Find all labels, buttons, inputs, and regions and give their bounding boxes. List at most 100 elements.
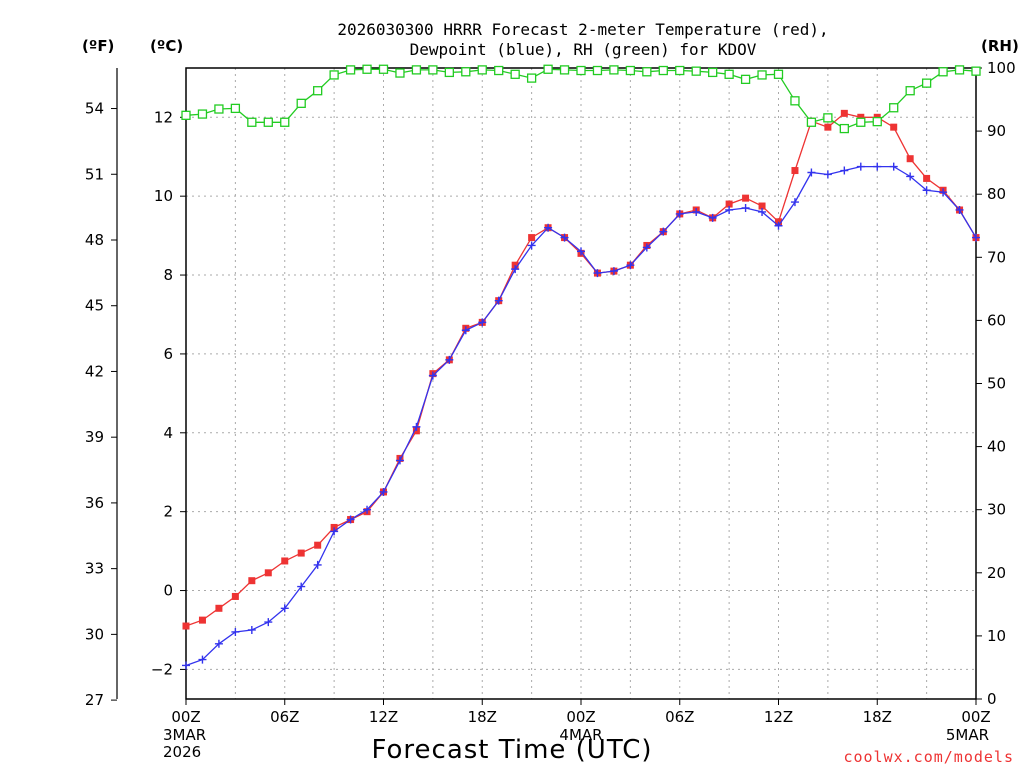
- dewpoint-point: [560, 233, 569, 242]
- rh-point: [543, 64, 553, 74]
- temperature-point: [281, 557, 289, 565]
- rh-point: [559, 65, 570, 75]
- dewpoint-point: [247, 625, 256, 634]
- dewpoint-point: [659, 227, 668, 236]
- rh-point: [181, 110, 191, 120]
- rh-point: [197, 109, 208, 119]
- celsius-tick-label: 2: [163, 503, 173, 521]
- gridlines: [186, 68, 976, 699]
- dewpoint-point: [297, 582, 306, 591]
- temperature-point: [248, 577, 256, 585]
- fahrenheit-unit-label: (ºF): [82, 37, 114, 55]
- temperature-point: [906, 155, 914, 163]
- temperature-point: [758, 202, 766, 210]
- rh-point: [280, 117, 290, 127]
- rh-point: [313, 86, 323, 96]
- rh-point: [428, 65, 438, 75]
- credit-label: coolwx.com/models: [843, 748, 1014, 766]
- temperature-point: [528, 234, 536, 242]
- celsius-unit-label: (ºC): [150, 37, 183, 55]
- temperature-point: [840, 109, 848, 117]
- x-tick-label: 00Z: [566, 708, 595, 726]
- rh-point: [625, 65, 636, 76]
- rh-point: [230, 103, 241, 114]
- rh-tick-label: 30: [987, 501, 1006, 519]
- rh-point: [395, 68, 405, 78]
- x-tick-label: 12Z: [369, 708, 398, 726]
- rh-point: [708, 67, 718, 78]
- dewpoint-point: [198, 655, 207, 664]
- dewpoint-point: [807, 168, 816, 177]
- temperature-point: [742, 194, 750, 202]
- dewpoint-point: [214, 639, 223, 648]
- rh-tick-label: 70: [987, 248, 1006, 266]
- x-tick-sublabel: 3MAR: [163, 726, 206, 744]
- fahrenheit-tick-label: 39: [85, 428, 104, 446]
- dewpoint-point: [395, 456, 404, 465]
- dewpoint-point: [955, 205, 964, 214]
- celsius-tick-label: −2: [151, 660, 173, 678]
- dewpoint-point: [478, 318, 487, 327]
- dewpoint-point: [675, 209, 684, 218]
- dewpoint-point: [725, 205, 734, 214]
- temperature-point: [231, 592, 239, 600]
- dewpoint-point: [609, 267, 618, 276]
- dewpoint-point: [577, 247, 585, 256]
- rh-point: [576, 65, 586, 76]
- dewpoint-point: [741, 204, 750, 213]
- temperature-point: [923, 174, 931, 182]
- rh-point: [477, 65, 487, 75]
- dewpoint-point: [313, 560, 322, 569]
- rh-point: [642, 67, 652, 77]
- dewpoint-point: [346, 515, 355, 524]
- dewpoint-point: [330, 527, 339, 536]
- x-tick-label: 12Z: [764, 708, 793, 726]
- axes: −2 0 2 4 6 8 10 12 27 30 33 36 39 42 45 48 51 54 0 10 20 30 40…: [85, 59, 1016, 761]
- rh-point: [954, 65, 965, 75]
- dewpoint-point: [379, 487, 388, 496]
- fahrenheit-tick-label: 36: [85, 494, 104, 512]
- dewpoint-point: [939, 188, 948, 197]
- chart-title-line-2: Dewpoint (blue), RH (green) for KDOV: [410, 40, 757, 59]
- dewpoint-point: [428, 371, 437, 380]
- rh-point: [839, 123, 849, 134]
- rh-point: [773, 69, 784, 79]
- dewpoint-point: [840, 166, 849, 175]
- x-tick-label: 06Z: [665, 708, 694, 726]
- temperature-point: [297, 549, 305, 557]
- rh-point: [214, 104, 224, 114]
- rh-point: [757, 70, 767, 80]
- series-dewpoint: [182, 162, 980, 670]
- x-tick-label: 00Z: [961, 708, 990, 726]
- dewpoint-point: [445, 355, 454, 364]
- rh-point: [378, 64, 389, 74]
- rh-tick-label: 20: [987, 564, 1006, 582]
- rh-point: [526, 73, 537, 83]
- temperature-point: [791, 167, 799, 175]
- rh-point: [329, 70, 339, 80]
- rh-tick-label: 0: [987, 690, 997, 708]
- x-tick-label: 18Z: [863, 708, 892, 726]
- temperature-point: [890, 123, 898, 131]
- temperature-point: [215, 604, 223, 612]
- temperature-point: [264, 569, 272, 577]
- rh-point: [444, 67, 454, 78]
- rh-tick-label: 10: [987, 627, 1006, 645]
- dewpoint-point: [527, 241, 536, 250]
- dewpoint-point: [412, 422, 421, 431]
- rh-point: [724, 69, 734, 79]
- dewpoint-point: [461, 326, 470, 335]
- dewpoint-point: [363, 505, 372, 514]
- rh-point: [675, 65, 685, 76]
- rh-point: [461, 67, 471, 77]
- rh-point: [411, 65, 422, 75]
- fahrenheit-tick-label: 30: [85, 625, 104, 643]
- rh-point: [592, 65, 603, 76]
- dewpoint-point: [494, 296, 503, 305]
- dewpoint-point: [790, 198, 799, 207]
- dewpoint-point: [182, 661, 190, 670]
- rh-point: [345, 65, 356, 75]
- rh-point: [856, 117, 866, 127]
- celsius-tick-label: 0: [163, 582, 173, 600]
